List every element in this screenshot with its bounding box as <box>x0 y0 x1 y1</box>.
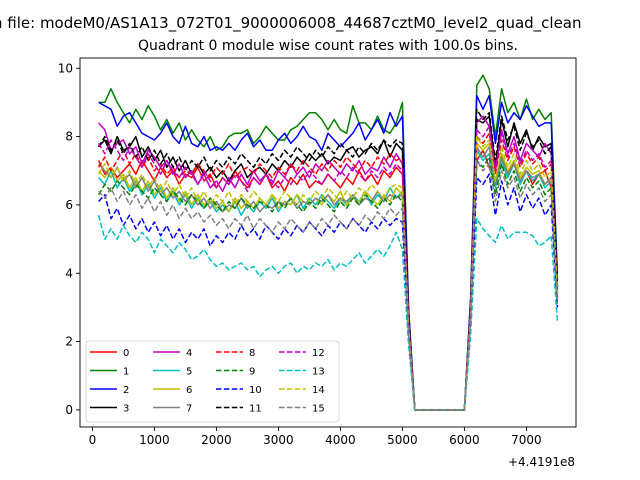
y-tick-label: 2 <box>65 335 73 349</box>
series-line-1 <box>98 74 559 411</box>
series-line-13 <box>97 215 559 411</box>
x-offset-label: +4.4191e8 <box>508 455 575 469</box>
series-line-8 <box>97 132 559 411</box>
x-tick-label: 3000 <box>263 433 294 447</box>
legend-label-10: 10 <box>249 385 262 396</box>
series-line-14 <box>97 135 559 411</box>
series-line-9 <box>97 156 559 411</box>
legend-label-11: 11 <box>249 404 262 415</box>
x-tick-label: 2000 <box>201 433 232 447</box>
x-tick-label: 6000 <box>449 433 480 447</box>
legend-label-3: 3 <box>123 404 129 415</box>
legend-label-12: 12 <box>312 348 325 359</box>
legend-label-5: 5 <box>186 367 192 378</box>
x-tick-label: 7000 <box>511 433 542 447</box>
legend-label-1: 1 <box>123 367 129 378</box>
legend-box <box>85 340 340 423</box>
legend-label-15: 15 <box>312 404 325 415</box>
series-line-15 <box>98 159 559 411</box>
y-tick-label: 6 <box>65 198 73 212</box>
series-lines <box>97 74 559 411</box>
y-tick-label: 8 <box>65 130 73 144</box>
x-tick-label: 0 <box>89 433 97 447</box>
x-tick-label: 1000 <box>139 433 170 447</box>
legend-label-13: 13 <box>312 367 325 378</box>
legend-label-7: 7 <box>186 404 192 415</box>
axes-border <box>79 57 577 428</box>
legend-label-4: 4 <box>186 348 192 359</box>
legend-label-2: 2 <box>123 385 129 396</box>
series-line-11 <box>97 108 559 411</box>
series-line-2 <box>98 94 559 411</box>
chart-title: Quadrant 0 module wise count rates with … <box>138 38 518 54</box>
figure-suptitle: n file: modeM0/AS1A13_072T01_9000006008_… <box>0 14 582 33</box>
y-tick-label: 0 <box>65 403 73 417</box>
x-tick-label: 4000 <box>325 433 356 447</box>
legend-label-8: 8 <box>249 348 255 359</box>
y-axis: 0 2 4 6 8 10 <box>58 61 80 417</box>
legend-label-6: 6 <box>186 385 192 396</box>
x-tick-label: 5000 <box>387 433 418 447</box>
series-line-7 <box>98 146 559 411</box>
series-line-12 <box>97 125 559 411</box>
legend-label-9: 9 <box>249 367 255 378</box>
y-tick-label: 4 <box>65 266 73 280</box>
y-tick-label: 10 <box>58 61 73 75</box>
x-axis: 0 1000 2000 3000 4000 5000 6000 7000 <box>89 427 542 447</box>
legend-label-14: 14 <box>312 385 325 396</box>
series-line-3 <box>98 115 559 411</box>
legend-label-0: 0 <box>123 348 129 359</box>
